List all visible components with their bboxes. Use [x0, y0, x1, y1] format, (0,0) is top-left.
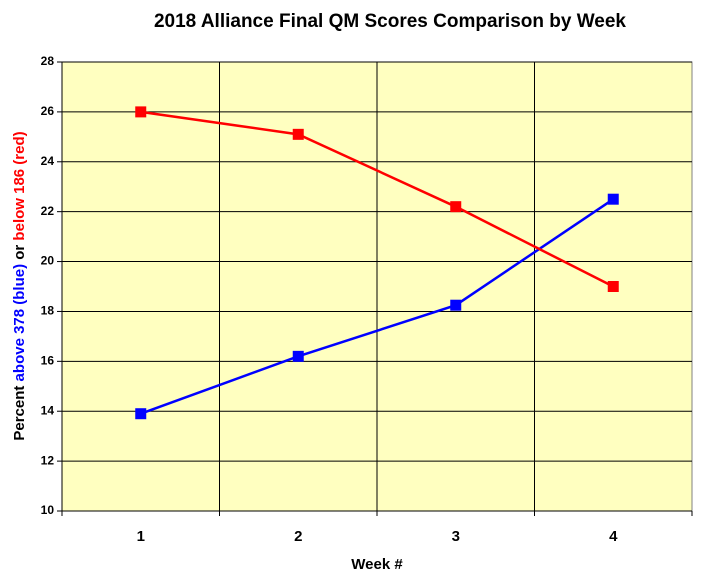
point-marker	[292, 350, 304, 362]
y-tick-label: 24	[41, 154, 55, 168]
y-tick-label: 26	[41, 104, 55, 118]
point-marker	[292, 128, 304, 140]
point-marker	[450, 201, 462, 213]
point-marker	[135, 106, 147, 118]
y-axis-label-part: above 378 (blue)	[11, 264, 28, 382]
x-axis-label: Week #	[351, 556, 403, 573]
y-axis-label: Percent above 378 (blue) or below 186 (r…	[11, 131, 28, 440]
x-tick-label: 4	[609, 528, 618, 545]
y-tick-label: 14	[41, 403, 55, 417]
y-tick-label: 18	[41, 304, 55, 318]
point-marker	[135, 408, 147, 420]
y-axis-label-part: or	[11, 241, 28, 264]
point-marker	[607, 193, 619, 205]
y-tick-label: 12	[41, 453, 55, 467]
chart-title: 2018 Alliance Final QM Scores Comparison…	[154, 11, 626, 32]
y-tick-label: 28	[41, 54, 55, 68]
y-tick-label: 10	[41, 503, 55, 517]
series-line	[140, 198, 614, 415]
x-tick-label: 1	[137, 528, 145, 545]
y-tick-label: 16	[41, 354, 55, 368]
point-marker	[607, 281, 619, 292]
x-tick-label: 2	[294, 528, 302, 545]
x-tick-label: 3	[452, 528, 460, 545]
y-tick-label: 22	[41, 204, 55, 218]
point-marker	[450, 299, 462, 311]
y-tick-label: 20	[41, 254, 55, 268]
y-axis-label-part: Percent	[11, 381, 28, 440]
series-line	[140, 110, 614, 288]
y-axis-label-part: below 186 (red)	[11, 131, 28, 240]
